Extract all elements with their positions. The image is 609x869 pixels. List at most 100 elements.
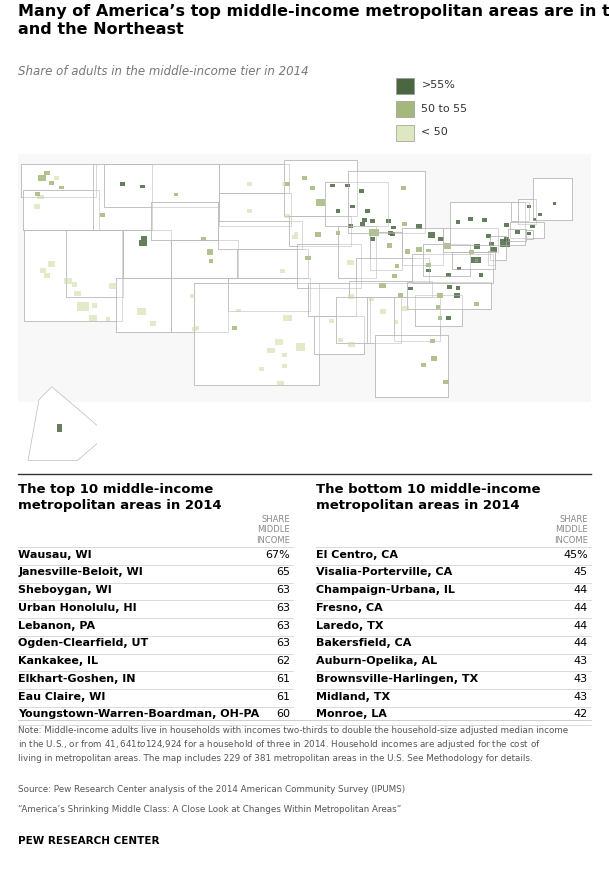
- Bar: [396, 125, 414, 141]
- Bar: [475, 259, 477, 261]
- Bar: [289, 216, 351, 246]
- Bar: [415, 295, 462, 326]
- Bar: [538, 213, 542, 216]
- Bar: [77, 302, 89, 311]
- Text: Ogden-Clearfield, UT: Ogden-Clearfield, UT: [18, 639, 149, 648]
- Bar: [24, 230, 122, 321]
- Bar: [336, 297, 370, 343]
- Text: Kankakee, IL: Kankakee, IL: [18, 656, 98, 667]
- Bar: [426, 269, 431, 272]
- Bar: [449, 202, 525, 245]
- Text: Source: Pew Research Center analysis of the 2014 American Community Survey (IPUM: Source: Pew Research Center analysis of …: [18, 786, 406, 794]
- Bar: [532, 218, 537, 222]
- Text: PEW RESEARCH CENTER: PEW RESEARCH CENTER: [18, 836, 160, 846]
- Bar: [456, 286, 460, 289]
- Bar: [151, 202, 217, 240]
- Bar: [508, 229, 526, 241]
- Text: Bakersfield, CA: Bakersfield, CA: [316, 639, 411, 648]
- Bar: [407, 282, 491, 308]
- Bar: [237, 249, 308, 278]
- Bar: [21, 163, 96, 197]
- Bar: [54, 176, 59, 180]
- Text: Champaign-Urbana, IL: Champaign-Urbana, IL: [316, 585, 455, 595]
- Bar: [338, 226, 376, 278]
- Bar: [44, 171, 50, 175]
- Bar: [370, 219, 375, 222]
- Bar: [408, 287, 413, 290]
- Bar: [282, 364, 287, 368]
- Text: The top 10 middle-income
metropolitan areas in 2014: The top 10 middle-income metropolitan ar…: [18, 483, 222, 513]
- Bar: [396, 101, 414, 117]
- Text: Janesville-Beloit, WI: Janesville-Beloit, WI: [18, 567, 143, 577]
- Bar: [362, 218, 367, 222]
- Polygon shape: [28, 387, 97, 461]
- Bar: [247, 209, 252, 213]
- Bar: [192, 327, 197, 330]
- Bar: [325, 182, 389, 226]
- Bar: [314, 316, 364, 355]
- Bar: [93, 163, 152, 230]
- Bar: [525, 230, 532, 239]
- Bar: [490, 247, 497, 252]
- Text: 45%: 45%: [563, 549, 588, 560]
- Text: 42: 42: [574, 709, 588, 720]
- Bar: [315, 232, 321, 236]
- Bar: [394, 297, 440, 341]
- Bar: [206, 249, 213, 255]
- Bar: [379, 283, 386, 289]
- Bar: [398, 294, 403, 297]
- Bar: [490, 236, 506, 260]
- Bar: [338, 226, 376, 278]
- Text: “America’s Shrinking Middle Class: A Close Look at Changes Within Metropolitan A: “America’s Shrinking Middle Class: A Clo…: [18, 805, 401, 813]
- Bar: [393, 320, 398, 324]
- Bar: [201, 237, 206, 241]
- Bar: [345, 183, 350, 188]
- Bar: [329, 319, 334, 323]
- Bar: [482, 218, 487, 222]
- Bar: [219, 163, 289, 193]
- Bar: [416, 223, 422, 229]
- Bar: [370, 237, 375, 241]
- Bar: [317, 199, 325, 206]
- Bar: [504, 237, 509, 241]
- Text: 67%: 67%: [266, 549, 290, 560]
- Bar: [423, 243, 470, 276]
- Text: Lebanon, PA: Lebanon, PA: [18, 620, 96, 631]
- Bar: [116, 278, 171, 333]
- Text: Visalia-Porterville, CA: Visalia-Porterville, CA: [316, 567, 452, 577]
- Bar: [532, 178, 572, 220]
- Bar: [275, 339, 283, 345]
- Bar: [339, 338, 343, 342]
- Bar: [151, 202, 217, 240]
- Bar: [64, 278, 72, 284]
- Text: 63: 63: [276, 603, 290, 613]
- Bar: [426, 262, 431, 267]
- Bar: [292, 235, 298, 240]
- Bar: [415, 295, 462, 326]
- Bar: [259, 367, 264, 370]
- Bar: [219, 163, 289, 193]
- Bar: [475, 259, 477, 261]
- Bar: [452, 252, 495, 269]
- Bar: [405, 249, 410, 254]
- Bar: [348, 223, 353, 228]
- Bar: [330, 183, 334, 188]
- Bar: [350, 204, 354, 209]
- Bar: [336, 297, 370, 343]
- Bar: [308, 282, 356, 316]
- Text: Elkhart-Goshen, IN: Elkhart-Goshen, IN: [18, 673, 136, 684]
- Text: 44: 44: [574, 620, 588, 631]
- Bar: [284, 160, 357, 216]
- Text: 43: 43: [574, 656, 588, 667]
- Bar: [237, 249, 308, 278]
- Bar: [447, 285, 452, 289]
- Bar: [350, 281, 432, 297]
- Bar: [412, 255, 493, 282]
- Bar: [40, 268, 46, 274]
- Bar: [297, 243, 361, 288]
- Bar: [219, 193, 291, 226]
- Bar: [510, 202, 529, 221]
- Bar: [375, 335, 448, 397]
- Bar: [171, 278, 228, 333]
- Bar: [35, 204, 40, 209]
